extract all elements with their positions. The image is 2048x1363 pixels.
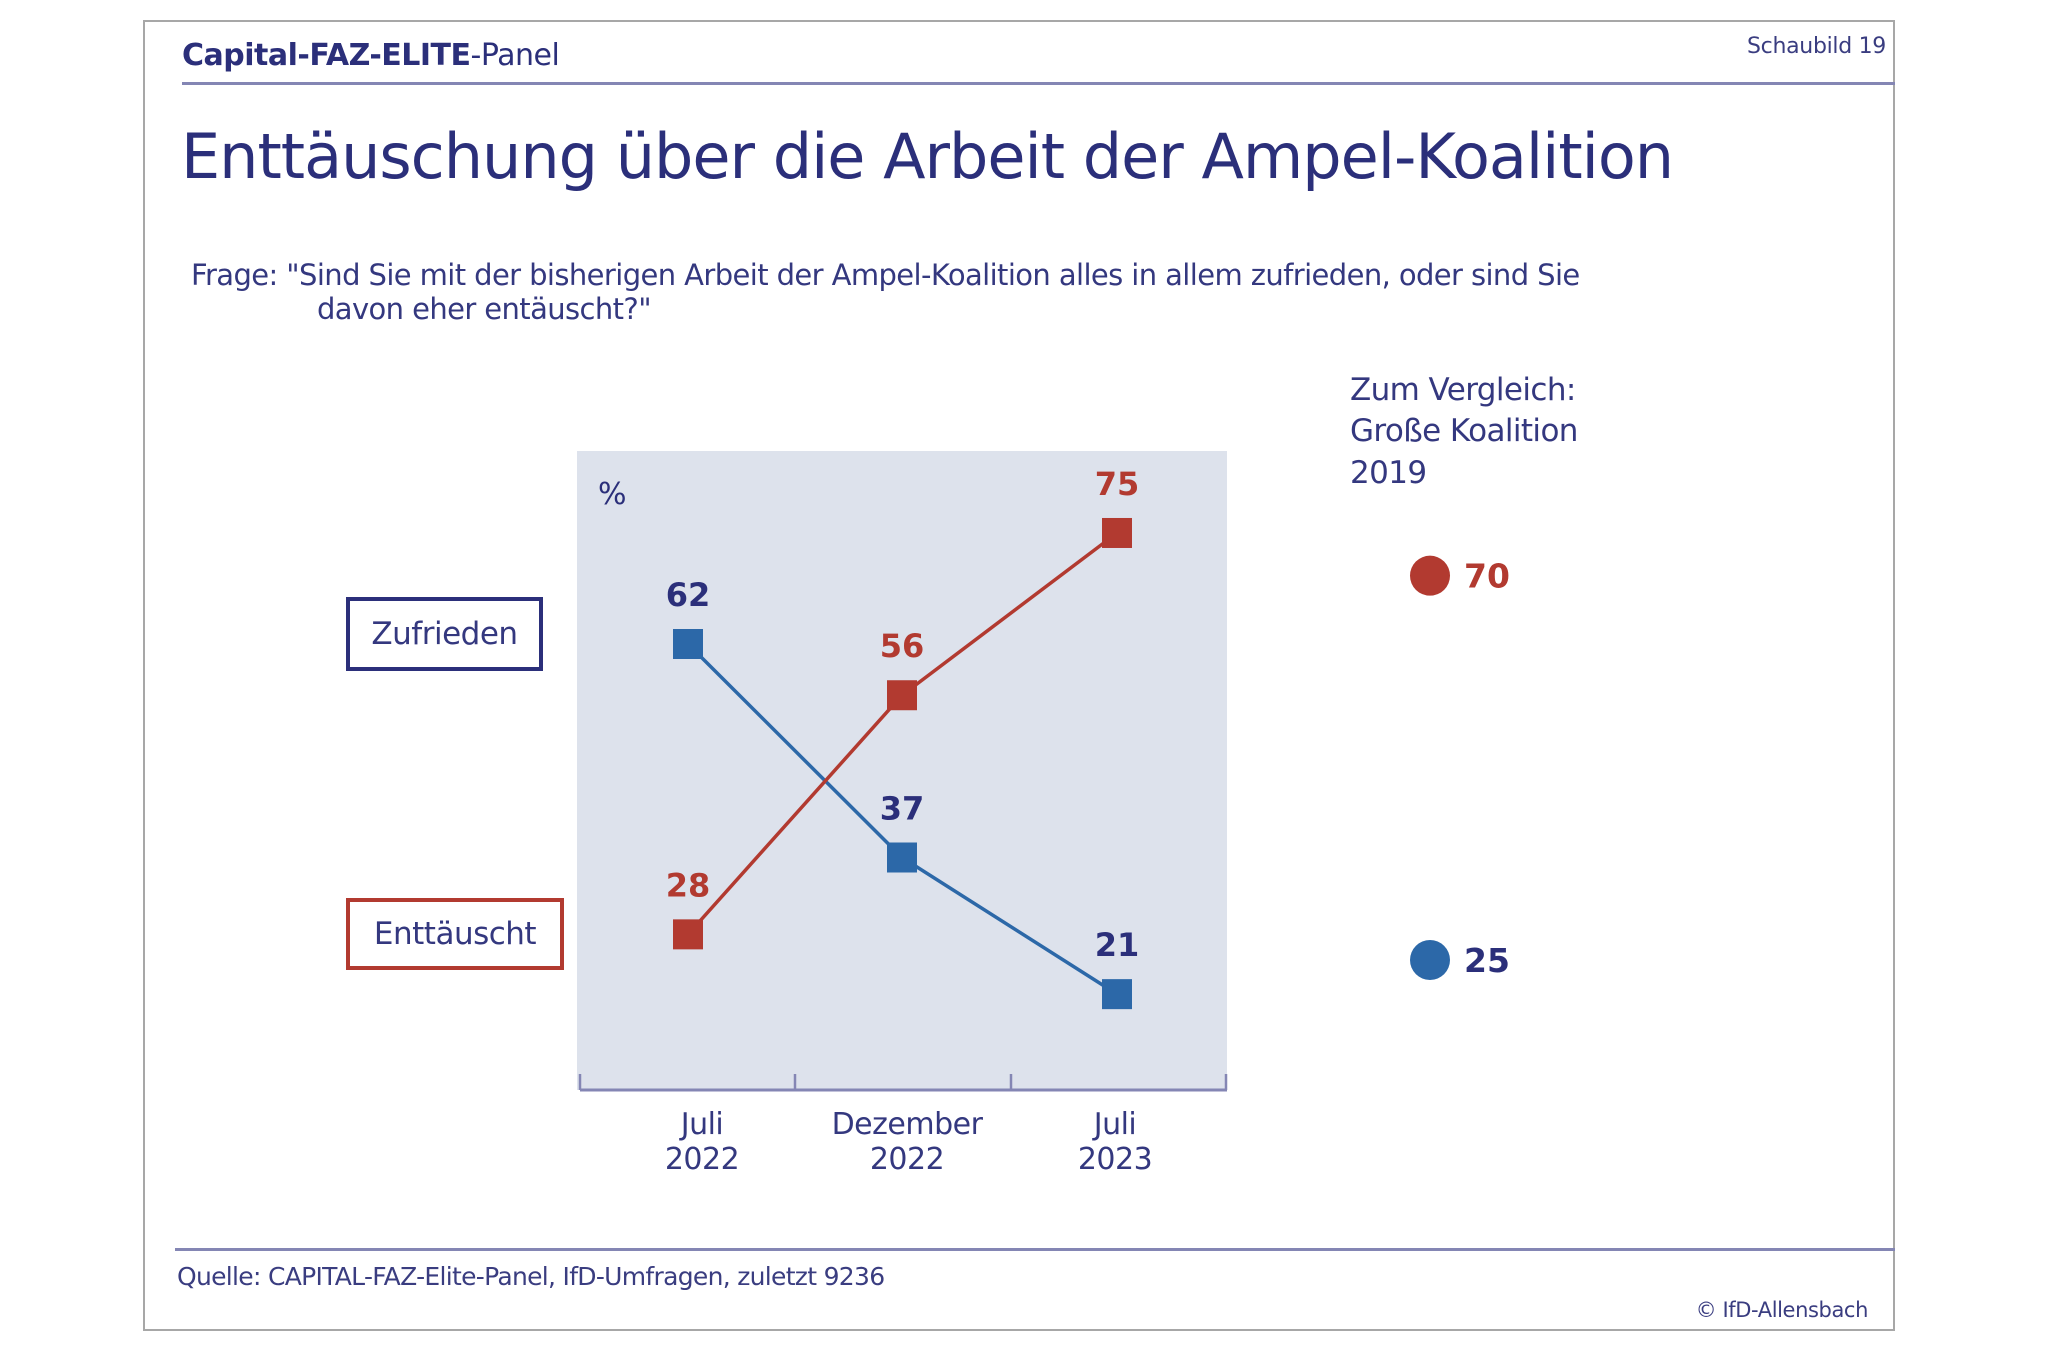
data-label: 37 bbox=[880, 790, 925, 828]
question-line-1: Frage: "Sind Sie mit der bisherigen Arbe… bbox=[191, 258, 1580, 292]
legend-enttaeuscht-label: Enttäuscht bbox=[373, 916, 537, 952]
panel-brand: Capital-FAZ-ELITE-Panel bbox=[182, 38, 560, 73]
data-label: 21 bbox=[1095, 926, 1140, 964]
x-tick-label: 2022 bbox=[870, 1142, 944, 1177]
legend-zufrieden-label: Zufrieden bbox=[371, 616, 518, 652]
chart-title: Enttäuschung über die Arbeit der Ampel-K… bbox=[181, 120, 1674, 193]
brand-part-3: -Panel bbox=[470, 38, 560, 73]
series-markers bbox=[673, 517, 1132, 1010]
question-line-2: davon eher entäuscht?" bbox=[317, 292, 652, 326]
x-tick-label: 2023 bbox=[1078, 1142, 1152, 1177]
data-label: 56 bbox=[880, 627, 925, 665]
x-tick-label: 2022 bbox=[665, 1142, 739, 1177]
brand-part-2: FAZ-ELITE bbox=[309, 38, 471, 73]
data-point-marker bbox=[887, 842, 917, 873]
figure-frame bbox=[143, 20, 1895, 1331]
x-axis bbox=[578, 1074, 1228, 1092]
data-label: 62 bbox=[666, 576, 711, 614]
comparison-label: 70 bbox=[1464, 557, 1510, 596]
header-rule bbox=[182, 82, 1895, 85]
data-point-marker bbox=[1102, 517, 1132, 548]
brand-part-1: Capital- bbox=[182, 38, 310, 73]
comparison-heading-3: 2019 bbox=[1350, 455, 1427, 491]
unit-label: % bbox=[598, 477, 627, 512]
x-tick-label: Juli bbox=[679, 1107, 724, 1142]
figure-number: Schaubild 19 bbox=[1747, 34, 1886, 59]
comparison-dot-zufrieden bbox=[1410, 939, 1450, 980]
footer-rule bbox=[175, 1248, 1895, 1251]
comparison-heading-2: Große Koalition bbox=[1350, 413, 1578, 449]
comparison-heading-1: Zum Vergleich: bbox=[1350, 372, 1576, 408]
data-label: 28 bbox=[666, 866, 711, 904]
comparison-points: 70 25 bbox=[1410, 555, 1510, 980]
data-labels: 62 37 21 28 56 75 bbox=[666, 465, 1140, 964]
comparison-label: 25 bbox=[1464, 941, 1510, 980]
copyright: © IfD-Allensbach bbox=[1695, 1298, 1869, 1322]
legend-enttaeuscht: Enttäuscht bbox=[346, 898, 564, 970]
comparison-dot-enttäuscht bbox=[1410, 555, 1450, 596]
data-point-marker bbox=[887, 680, 917, 711]
data-label: 75 bbox=[1095, 465, 1140, 503]
legend-zufrieden: Zufrieden bbox=[346, 597, 543, 671]
x-tick-label: Juli bbox=[1092, 1107, 1137, 1142]
data-point-marker bbox=[673, 629, 703, 659]
source-note: Quelle: CAPITAL-FAZ-Elite-Panel, IfD-Umf… bbox=[177, 1262, 885, 1291]
data-point-marker bbox=[673, 919, 703, 950]
x-tick-label: Dezember bbox=[832, 1107, 984, 1142]
data-point-marker bbox=[1102, 979, 1132, 1010]
